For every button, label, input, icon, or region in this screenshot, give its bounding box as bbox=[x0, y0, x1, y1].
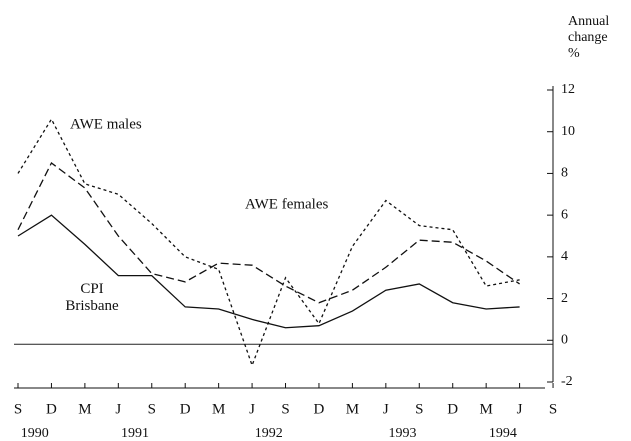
x-tick-label: S bbox=[148, 401, 156, 417]
x-tick-label: M bbox=[212, 401, 225, 417]
x-tick-label: J bbox=[249, 401, 255, 417]
x-tick-label: D bbox=[447, 401, 458, 417]
series-line bbox=[17, 117, 520, 368]
series-label: CPI Brisbane bbox=[65, 281, 119, 314]
y-tick-label: 6 bbox=[561, 207, 568, 222]
series-label: AWE females bbox=[245, 196, 329, 212]
y-axis-label: Annual change% bbox=[568, 14, 609, 61]
x-tick-label: S bbox=[14, 401, 22, 417]
x-tick-label: M bbox=[346, 401, 359, 417]
y-tick-label: 12 bbox=[561, 82, 575, 97]
y-tick-label: -2 bbox=[561, 374, 573, 389]
x-tick-label: M bbox=[78, 401, 91, 417]
x-tick-label: D bbox=[180, 401, 191, 417]
x-tick-label: S bbox=[281, 401, 289, 417]
x-tick-label: J bbox=[517, 401, 523, 417]
x-tick-label: S bbox=[415, 401, 423, 417]
year-label: 1992 bbox=[255, 426, 283, 441]
x-tick-label: S bbox=[549, 401, 557, 417]
y-tick-label: 10 bbox=[561, 124, 575, 139]
y-tick-label: 8 bbox=[561, 166, 568, 181]
y-tick-label: 0 bbox=[561, 333, 568, 348]
x-tick-label: D bbox=[314, 401, 325, 417]
x-tick-label: M bbox=[479, 401, 492, 417]
x-tick-label: D bbox=[46, 401, 57, 417]
series-line bbox=[17, 214, 520, 329]
y-tick-label: 2 bbox=[561, 291, 568, 306]
series-line bbox=[17, 162, 520, 304]
year-label: 1994 bbox=[489, 426, 517, 441]
year-label: 1991 bbox=[121, 426, 149, 441]
y-tick-label: 4 bbox=[561, 249, 568, 264]
x-tick-label: J bbox=[115, 401, 121, 417]
series-label: AWE males bbox=[70, 116, 142, 132]
year-label: 1993 bbox=[389, 426, 417, 441]
year-label: 1990 bbox=[21, 426, 49, 441]
x-tick-label: J bbox=[383, 401, 389, 417]
